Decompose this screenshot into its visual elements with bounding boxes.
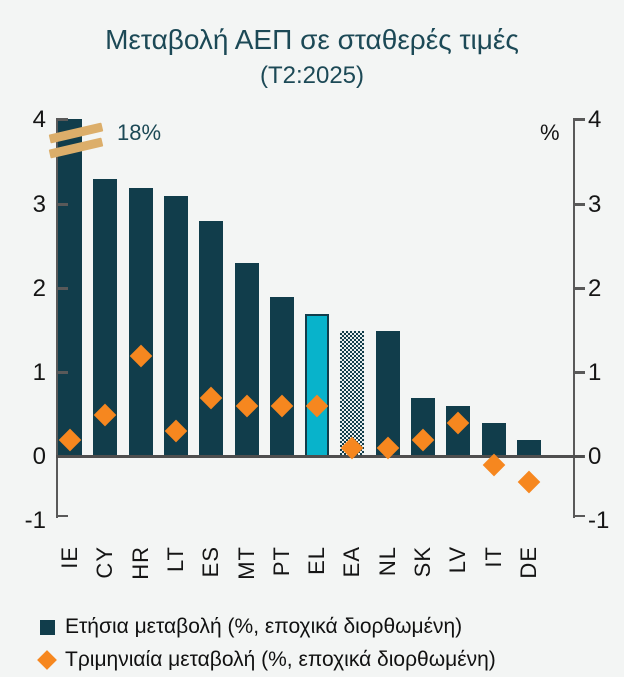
x-label-LV: LV	[445, 546, 471, 606]
y-tick-right-3	[572, 203, 585, 206]
x-label-PT: PT	[269, 546, 295, 606]
x-label-EA: EA	[339, 546, 365, 606]
left-y-axis	[55, 118, 58, 518]
y-tick-label-right-0: 0	[588, 442, 602, 470]
y-tick-label-right-2: 2	[588, 274, 602, 302]
x-label-text-EL: EL	[304, 546, 330, 575]
x-label-text-LT: LT	[162, 546, 188, 573]
legend-item-quarterly: Τριμηνιαία μεταβολή (%, εποχικά διορθωμέ…	[36, 645, 496, 675]
truncated-bar-annotation: 18%	[117, 120, 162, 145]
diamond-DE	[517, 470, 541, 494]
x-axis-baseline	[55, 455, 584, 458]
bar-DE	[516, 439, 541, 458]
x-label-text-PT: PT	[268, 546, 294, 577]
x-label-text-NL: NL	[374, 546, 400, 577]
x-label-LT: LT	[163, 546, 189, 606]
y-tick-label-right-1: 1	[588, 358, 602, 386]
legend-annual-marker-box	[36, 616, 58, 638]
quarterly-diamond-swatch-icon	[37, 650, 57, 670]
bar-IT	[481, 422, 506, 458]
x-label-EL: EL	[304, 546, 330, 606]
y-tick-left-1	[55, 371, 68, 374]
bar-HR	[128, 187, 153, 458]
x-label-MT: MT	[234, 546, 260, 606]
legend-item-annual: Ετήσια μεταβολή (%, εποχικά διορθωμένη)	[36, 612, 462, 642]
y-tick-left--1	[55, 514, 68, 518]
legend-quarterly-label: Τριμηνιαία μεταβολή (%, εποχικά διορθωμέ…	[65, 648, 496, 671]
legend-annual-label: Ετήσια μεταβολή (%, εποχικά διορθωμένη)	[65, 615, 463, 638]
y-tick-right-1	[572, 371, 585, 374]
chart-subtitle: (Τ2:2025)	[259, 62, 365, 89]
y-tick-label-right-3: 3	[588, 190, 602, 218]
x-label-text-CY: CY	[92, 546, 118, 579]
x-label-SK: SK	[410, 546, 436, 606]
legend-quarterly-marker-box	[36, 649, 58, 671]
y-tick-label-left-2: 2	[32, 274, 46, 302]
bar-MT	[234, 263, 259, 458]
y-tick-label-right--1: -1	[588, 507, 610, 534]
x-label-NL: NL	[375, 546, 401, 606]
bar-LT	[163, 196, 188, 458]
y-tick-label-left-4: 4	[32, 105, 46, 133]
x-label-text-LV: LV	[445, 546, 471, 574]
bar-ES	[199, 221, 224, 458]
bar-NL	[375, 330, 400, 458]
y-tick-label-left-3: 3	[32, 190, 46, 218]
x-label-DE: DE	[516, 546, 542, 606]
x-label-IE: IE	[57, 546, 83, 606]
chart-title: Μεταβολή ΑΕΠ σε σταθερές τιμές	[105, 24, 519, 55]
y-tick-right-4	[572, 118, 585, 121]
x-label-text-ES: ES	[198, 546, 224, 578]
x-label-text-IT: IT	[480, 546, 506, 568]
x-label-text-SK: SK	[410, 546, 435, 578]
y-tick-left-3	[55, 203, 68, 206]
x-label-ES: ES	[198, 546, 224, 606]
y-tick-left-2	[55, 287, 68, 290]
x-label-text-IE: IE	[57, 546, 82, 569]
x-label-text-HR: HR	[127, 546, 153, 580]
y-tick-right--1	[572, 514, 585, 518]
x-label-IT: IT	[481, 546, 507, 606]
x-label-HR: HR	[128, 546, 154, 606]
bar-EL	[305, 313, 330, 458]
x-label-text-DE: DE	[515, 546, 541, 579]
right-axis-unit-label: %	[540, 120, 560, 145]
y-tick-label-left-1: 1	[32, 358, 46, 386]
y-tick-label-left-0: 0	[32, 442, 46, 470]
y-tick-label-left--1: -1	[24, 507, 46, 534]
y-tick-left-4	[55, 118, 68, 121]
x-label-text-EA: EA	[339, 546, 365, 578]
right-y-axis	[572, 118, 575, 518]
y-tick-right-2	[572, 287, 585, 290]
y-tick-label-right-4: 4	[588, 105, 602, 133]
x-label-text-MT: MT	[233, 546, 259, 580]
bar-EA	[340, 330, 365, 458]
bar-PT	[269, 296, 294, 458]
annual-bar-swatch-icon	[39, 619, 55, 635]
x-label-CY: CY	[92, 546, 118, 606]
